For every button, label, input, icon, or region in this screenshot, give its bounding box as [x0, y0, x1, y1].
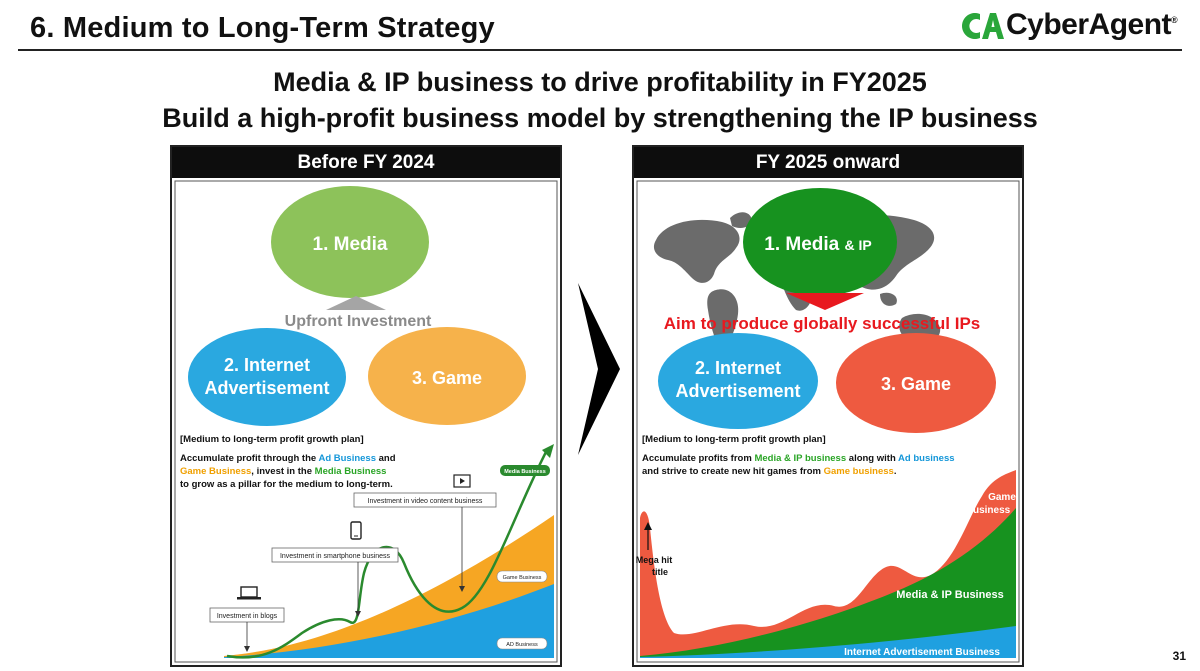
internet-ad-circle — [188, 328, 346, 426]
game-business-tag — [496, 570, 548, 583]
smartphone-icon — [350, 521, 362, 540]
ad-business-tag-text: AD Business — [506, 642, 538, 648]
growth-arrow-icon — [542, 444, 554, 458]
headline-line-1: Media & IP business to drive profitabili… — [273, 67, 927, 97]
transition-arrow-icon — [578, 283, 620, 455]
plan-heading-after: [Medium to long-term profit growth plan] — [642, 434, 826, 445]
mega-hit-label-1: Mega hit — [636, 555, 673, 565]
video-icon — [453, 474, 471, 488]
before-diagram: 1. Media Upfront Investment 2. Internet … — [174, 180, 558, 663]
callout-video — [353, 492, 497, 508]
laptop-icon — [237, 586, 261, 600]
callout-blogs-text: Investment in blogs — [217, 613, 278, 620]
upfront-investment-label: Upfront Investment — [285, 313, 432, 330]
page-number: 31 — [1172, 649, 1186, 663]
after-diagram: 1. Media & IP Aim to produce globally su… — [636, 180, 1020, 663]
game-business-tag-text: Game Business — [503, 575, 542, 581]
media-circle-label: 1. Media — [313, 234, 388, 255]
panel-title-after: FY 2025 onward — [634, 147, 1022, 178]
callout-smartphone-text: Investment in smartphone business — [280, 553, 391, 560]
media-ip-circle — [743, 188, 897, 296]
plan-text-line-1: Accumulate profit through the Ad Busines… — [180, 453, 396, 464]
internet-ad-label-2: Advertisement — [204, 378, 329, 398]
internet-ad-business-area — [640, 626, 1016, 658]
upfront-arrow-icon — [326, 296, 386, 310]
media-ip-business-area — [640, 508, 1016, 658]
internet-ad-circle-after — [658, 333, 818, 429]
callout-video-text: Investment in video content business — [368, 498, 483, 505]
header-divider — [18, 49, 1182, 51]
game-circle-label-after: 3. Game — [881, 374, 951, 394]
before-fy2024-panel: Before FY 2024 1. Media Upfront Investme… — [170, 145, 562, 667]
internet-ad-label-after-2: Advertisement — [675, 381, 800, 401]
red-down-arrow-icon — [786, 293, 864, 310]
game-circle — [368, 327, 526, 425]
media-ip-circle-label: 1. Media & IP — [764, 234, 871, 255]
callout-smartphone — [271, 547, 399, 563]
media-business-tag-text: Media Business — [504, 469, 546, 475]
game-business-label-1: Game — [988, 492, 1016, 503]
media-business-tag — [500, 465, 550, 476]
game-circle-after — [836, 333, 996, 433]
cyberagent-logo-icon — [962, 13, 1004, 40]
plan-text-line-3: to grow as a pillar for the medium to lo… — [180, 479, 393, 490]
plan-text-after-2: and strive to create new hit games from … — [642, 466, 896, 477]
internet-ad-business-label: Internet Advertisement Business — [844, 647, 1000, 658]
ad-business-area — [224, 584, 554, 658]
game-business-label-2: Business — [966, 505, 1011, 516]
ad-business-tag — [496, 637, 548, 650]
panel-title-before: Before FY 2024 — [172, 147, 560, 178]
plan-text-line-2: Game Business, invest in the Media Busin… — [180, 466, 386, 477]
logo-wordmark: CyberAgent® — [1006, 8, 1178, 41]
plan-heading: [Medium to long-term profit growth plan] — [180, 434, 364, 445]
page-title: 6. Medium to Long-Term Strategy — [30, 12, 495, 44]
aim-text: Aim to produce globally successful IPs — [664, 314, 980, 333]
headline-line-2: Build a high-profit business model by st… — [162, 103, 1038, 133]
internet-ad-label-1: 2. Internet — [224, 355, 310, 375]
game-circle-label: 3. Game — [412, 368, 482, 388]
fy2025-onward-panel: FY 2025 onward 1. Media & IP Aim to prod… — [632, 145, 1024, 667]
internet-ad-label-after-1: 2. Internet — [695, 358, 781, 378]
media-ip-business-label: Media & IP Business — [896, 589, 1003, 601]
media-circle — [271, 186, 429, 298]
plan-text-after-1: Accumulate profits from Media & IP busin… — [642, 453, 955, 464]
company-logo: CyberAgent® — [960, 8, 1178, 44]
mega-hit-label-2: title — [652, 567, 668, 577]
